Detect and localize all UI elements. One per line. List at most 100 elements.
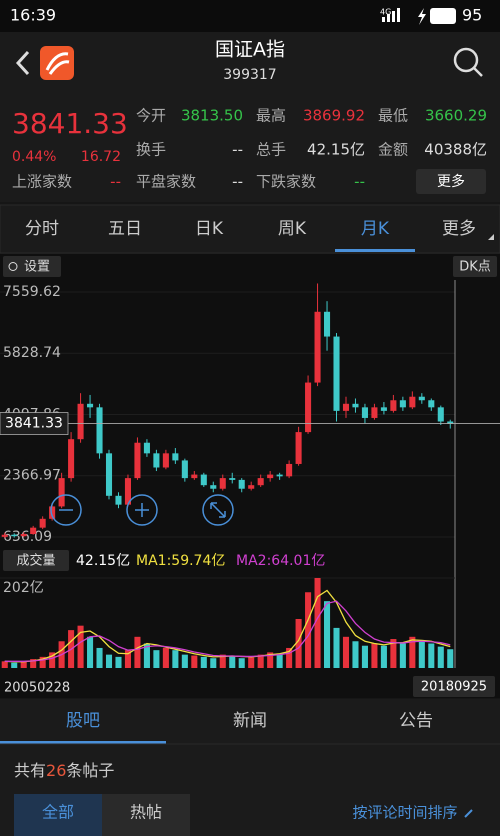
volume-button[interactable]: [3, 550, 69, 571]
volume-bar: [380, 645, 387, 668]
volume-bar: [295, 618, 302, 668]
logo-mark: [45, 52, 70, 75]
candle-body: [276, 474, 283, 477]
price-tag-bg: [0, 412, 69, 435]
ma1-label: MA1:59.74亿: [136, 553, 225, 569]
candle-body: [172, 453, 179, 461]
sort-label[interactable]: 按评论时间排序: [352, 804, 457, 822]
volume-bar: [77, 625, 84, 668]
volume-bar: [49, 652, 56, 668]
post-count: 共有26条帖子: [14, 761, 114, 780]
field-value: 3813.50: [181, 107, 243, 125]
settings-icon: [8, 262, 18, 271]
filter[interactable]: 全部: [42, 803, 74, 822]
status-time: 16:39: [10, 6, 56, 25]
candle-body: [153, 453, 160, 468]
chart-controls: [50, 494, 234, 526]
ma2-label: MA2:64.01亿: [236, 553, 325, 569]
volume-bar: [39, 656, 46, 668]
candle-body: [248, 485, 255, 489]
y-tick-label: 636.09: [3, 529, 52, 545]
volume-bar: [437, 646, 444, 668]
field-value: --: [232, 141, 243, 159]
candle-body: [229, 478, 236, 480]
field-value: --: [110, 173, 121, 191]
y-tick-label: 2366.97: [3, 468, 61, 484]
search-button[interactable]: [453, 47, 479, 73]
zoom-out-button[interactable]: [50, 494, 82, 526]
fullscreen-button[interactable]: [202, 494, 234, 526]
tab[interactable]: 五日: [108, 219, 142, 239]
candle-body: [87, 403, 94, 408]
filter-bg: [102, 794, 190, 836]
battery-level: 95: [462, 6, 482, 25]
filter[interactable]: 热帖: [130, 803, 162, 822]
candle-body: [352, 403, 359, 408]
charge-icon: [418, 8, 426, 25]
candle-body: [115, 495, 122, 505]
volume-bar: [248, 657, 255, 668]
settings-button[interactable]: [3, 256, 61, 277]
volume-label[interactable]: 成交量: [16, 553, 55, 569]
candle-body: [143, 442, 150, 454]
candle-body: [77, 403, 84, 440]
field-value: --: [232, 173, 243, 191]
volume-tick-label: 202亿: [3, 580, 44, 596]
dk-label[interactable]: DK点: [459, 260, 491, 275]
zoom-in-button[interactable]: [126, 494, 158, 526]
volume-bar: [238, 658, 245, 668]
volume-bar: [276, 653, 283, 668]
candle-body: [428, 400, 435, 408]
volume-bar: [87, 636, 94, 668]
news-tab[interactable]: 新闻: [233, 711, 267, 731]
volume-bar: [105, 654, 113, 668]
volume-bar: [229, 655, 236, 668]
volume-bar: [342, 636, 350, 668]
tab[interactable]: 月K: [361, 219, 390, 239]
volume-bar: [96, 647, 103, 668]
news-tab[interactable]: 股吧: [66, 711, 100, 731]
count-prefix: 共有: [14, 761, 46, 780]
candle-body: [380, 407, 387, 411]
volume-bar: [143, 643, 150, 668]
tab[interactable]: 分时: [25, 219, 59, 239]
stock-code: 399317: [223, 67, 276, 83]
candle-body: [11, 534, 18, 537]
count-number: 26: [46, 761, 66, 780]
tab[interactable]: 日K: [195, 219, 224, 239]
volume-bar: [181, 654, 188, 668]
back-button[interactable]: [15, 50, 30, 76]
volume-bar: [153, 650, 160, 668]
tab[interactable]: 周K: [278, 219, 307, 239]
candle-body: [286, 463, 293, 477]
more-button[interactable]: [416, 169, 486, 194]
volume-bar: [409, 636, 416, 668]
candle-body: [162, 453, 169, 468]
volume-bar: [333, 627, 340, 668]
status-network: 4G: [380, 8, 391, 17]
signal-icon: [382, 8, 400, 22]
news-tab[interactable]: 公告: [399, 711, 433, 731]
candle-body: [418, 396, 425, 401]
tab-more-arrow: [488, 234, 494, 240]
volume-bar: [172, 650, 179, 668]
candle-body: [124, 478, 132, 505]
tab[interactable]: 更多: [442, 219, 476, 239]
volume-bar: [11, 662, 18, 668]
more-label[interactable]: 更多: [437, 173, 465, 190]
candle-body: [295, 432, 302, 464]
candle-body: [49, 506, 56, 519]
volume-bar: [305, 592, 312, 668]
candle-body: [437, 407, 444, 422]
volume-bar: [219, 654, 226, 668]
y-tick-label: 5828.74: [3, 345, 61, 361]
settings-label[interactable]: 设置: [24, 260, 50, 275]
end-date-box: [413, 676, 495, 697]
volume-bar: [162, 647, 169, 668]
candle-body: [30, 527, 37, 535]
volume-bar: [286, 647, 293, 668]
volume-bar: [314, 578, 321, 668]
dk-button[interactable]: [453, 256, 497, 277]
